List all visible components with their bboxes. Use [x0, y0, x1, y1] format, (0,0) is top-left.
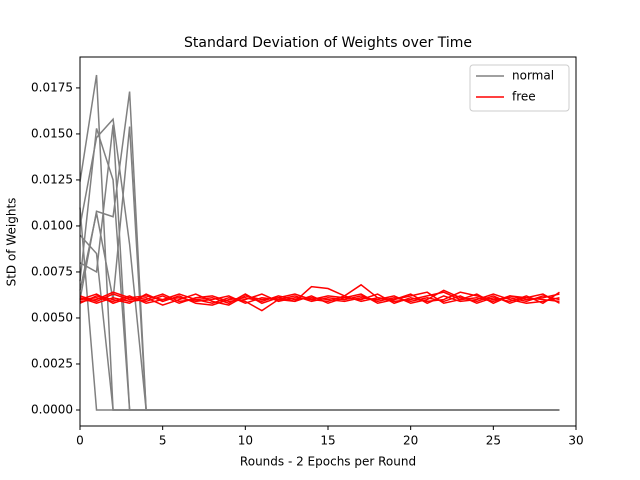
y-tick-label: 0.0000: [31, 402, 73, 416]
legend-label: normal: [512, 69, 554, 83]
y-tick-label: 0.0175: [31, 80, 73, 94]
y-tick-label: 0.0075: [31, 264, 73, 278]
data-line: [79, 289, 560, 306]
data-line: [79, 291, 560, 305]
y-tick-label: 0.0100: [31, 218, 73, 232]
y-tick-label: 0.0150: [31, 126, 73, 140]
x-tick-label: 15: [320, 434, 335, 448]
data-line: [79, 291, 560, 306]
plot-frame: [79, 56, 577, 427]
y-tick-label: 0.0125: [31, 172, 73, 186]
y-tick-label: 0.0050: [31, 310, 73, 324]
x-axis-label: Rounds - 2 Epochs per Round: [240, 455, 416, 469]
data-line: [79, 126, 560, 411]
x-tick-label: 0: [76, 434, 84, 448]
x-tick-label: 25: [486, 434, 501, 448]
x-tick-label: 20: [403, 434, 418, 448]
x-tick-label: 30: [568, 434, 583, 448]
x-tick-label: 5: [159, 434, 167, 448]
x-tick-label: 10: [238, 434, 253, 448]
legend-label: free: [512, 90, 536, 104]
y-axis-label: StD of Weights: [5, 198, 19, 287]
data-line: [79, 291, 560, 305]
chart-title: Standard Deviation of Weights over Time: [184, 35, 472, 51]
y-tick-label: 0.0025: [31, 356, 73, 370]
